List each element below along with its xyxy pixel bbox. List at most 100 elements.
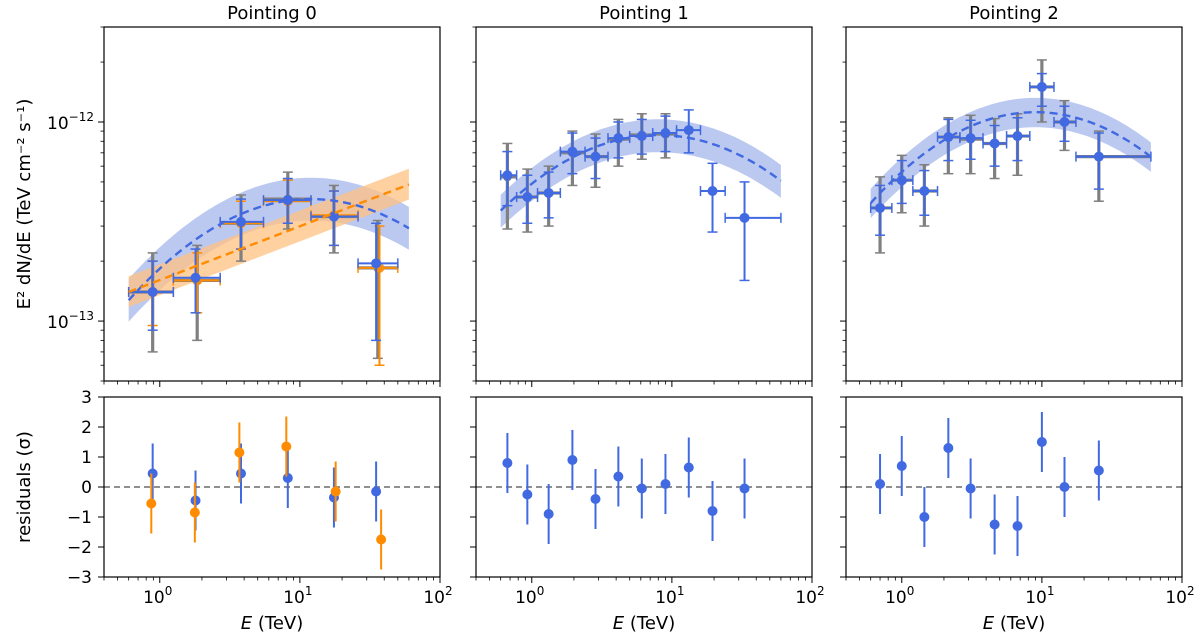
residual-point-blue [896,436,907,496]
x-tick-label: 100 [143,584,172,608]
residual-point-orange [146,473,157,534]
residual-point-blue [1059,457,1070,517]
data-point-blue [912,169,939,217]
residual-point-blue [328,467,339,528]
data-marker [522,191,533,202]
data-point-blue [1005,117,1031,162]
x-tick-label: 100 [885,584,914,608]
model-band-blue [870,97,1151,219]
residual-tick-label: −3 [67,568,92,588]
residual-point-orange [330,461,341,522]
data-marker [739,212,750,223]
model-line-blue [869,111,1152,204]
residual-point-blue [590,469,601,529]
residual-marker [965,483,976,494]
data-point-blue [499,150,518,207]
residual-point-blue [636,458,647,519]
y-tick-label: 10−12 [47,110,94,134]
data-point-blue [724,181,782,282]
panel-1: Pointing 1 100 101 102 E (TeV) [470,3,825,634]
residual-point-blue [613,446,624,507]
y-axis-label-spectrum: E² dN/dE (TeV cm⁻² s⁻¹) [14,99,35,310]
residual-marker [590,494,601,504]
residual-point-blue [919,487,930,547]
data-point-blue [172,248,221,314]
residual-point-blue [522,464,533,525]
data-marker [965,133,976,144]
data-marker [502,170,513,181]
panel-0: Pointing 0 10−13 10−12 100 101 102 3 2 1 0 −1 −2 −3 E… [47,3,453,634]
spectrum-axes-frame [845,26,1183,382]
residual-point-blue [282,448,293,508]
x-axis-label: E (TeV) [613,613,675,634]
panel-2: Pointing 2 100 101 102 E (TeV) [840,3,1195,634]
data-marker [147,286,158,297]
spectrum-axes-frame [475,26,813,382]
model-line-orange [128,183,410,294]
data-marker [371,258,382,269]
spectrum-plot [499,109,782,282]
model-line-blue [127,197,410,302]
residual-point-blue [875,454,886,514]
residual-tick-label: 2 [81,418,92,438]
residual-tick-label: −1 [67,508,92,528]
data-marker [896,175,907,186]
residual-marker [1093,465,1104,476]
data-point-blue [982,124,1008,167]
residual-marker [875,479,886,489]
data-point-blue [515,174,539,224]
x-tick-label: 100 [515,584,544,608]
model-line-blue [499,133,782,212]
residual-point-blue [683,437,694,498]
residual-point-blue [502,433,513,493]
residual-point-blue [965,458,976,519]
residual-tick-label: 1 [81,448,92,468]
y-axis-label-residuals: residuals (σ) [14,431,35,543]
residual-plot [104,416,440,570]
data-marker [1093,151,1104,162]
data-marker [328,211,339,222]
residual-marker [943,443,954,453]
residual-marker [522,489,533,500]
data-point-blue [959,119,984,160]
residual-marker [146,498,157,509]
residual-point-blue [739,458,750,519]
data-marker [683,125,694,136]
residual-point-blue [660,454,671,514]
data-point-blue [1029,72,1055,107]
residual-plot [846,412,1182,556]
data-marker [235,216,246,227]
data-marker [989,138,1000,149]
residual-point-blue [1093,440,1104,501]
panel-title: Pointing 2 [969,3,1059,24]
residual-point-blue [943,418,954,478]
residual-point-blue [1036,412,1047,472]
residual-point-orange [189,482,200,543]
residual-tick-label: 3 [81,388,92,408]
residual-marker [235,468,246,479]
panel-title: Pointing 0 [227,3,317,24]
data-marker [543,187,554,198]
data-marker [1036,81,1047,92]
data-marker [919,186,930,197]
residual-point-blue [1012,496,1023,556]
data-point-blue [1075,132,1152,190]
data-point-blue [559,132,586,175]
spectrum-axes-frame [103,26,441,382]
x-axis-label: E (TeV) [983,613,1045,634]
x-tick-label: 101 [283,584,312,608]
data-point-blue [675,109,702,154]
data-marker [567,146,578,157]
panel-title: Pointing 1 [599,3,689,24]
data-point-gray [358,219,398,360]
residual-point-orange [281,416,292,477]
data-point-blue [584,137,609,180]
residual-marker [281,441,292,452]
residual-marker [989,519,1000,530]
data-marker [875,202,886,213]
residual-marker [1012,521,1023,531]
residual-marker [376,534,387,545]
data-point-blue [127,260,175,331]
data-point-blue [891,159,914,205]
residual-marker [502,458,513,468]
